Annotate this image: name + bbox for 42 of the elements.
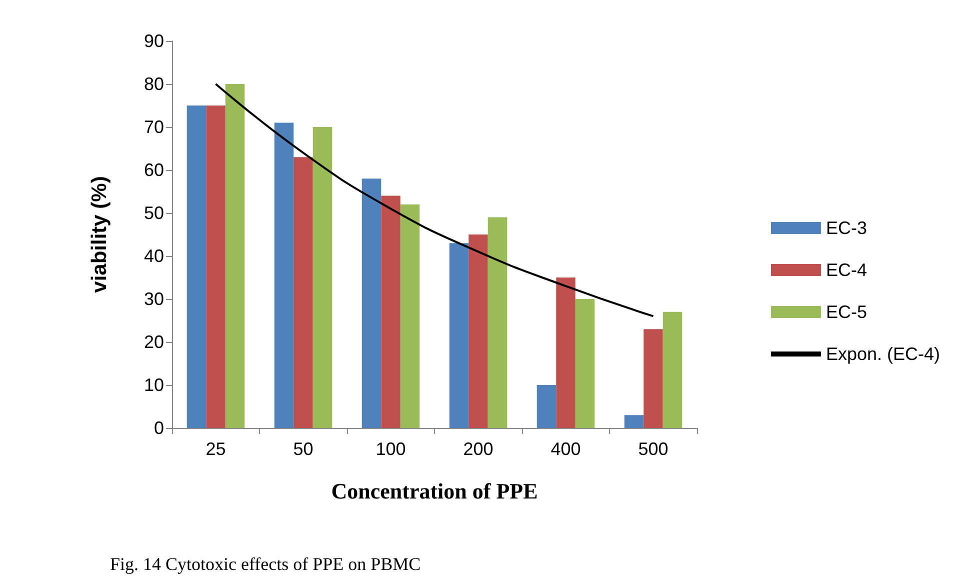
y-tick-label: 60 bbox=[144, 160, 164, 180]
bar bbox=[362, 178, 382, 428]
bar bbox=[556, 278, 576, 428]
y-tick-label: 40 bbox=[144, 246, 164, 266]
legend-label: EC-4 bbox=[826, 260, 867, 280]
x-axis-title: Concentration of PPE bbox=[331, 478, 538, 504]
bar bbox=[536, 385, 556, 428]
x-tick-label: 400 bbox=[550, 439, 581, 459]
y-tick-label: 10 bbox=[144, 375, 164, 395]
y-tick-label: 20 bbox=[144, 332, 164, 352]
y-tick-label: 0 bbox=[154, 418, 164, 438]
legend-label: EC-5 bbox=[826, 302, 867, 322]
y-tick-label: 50 bbox=[144, 203, 164, 223]
x-tick-label: 100 bbox=[376, 439, 406, 459]
bar bbox=[400, 204, 420, 428]
bar bbox=[312, 127, 332, 428]
bar bbox=[449, 243, 469, 428]
y-tick-label: 80 bbox=[144, 74, 164, 94]
y-tick-label: 30 bbox=[144, 289, 164, 309]
x-tick-label: 25 bbox=[206, 439, 226, 459]
x-tick-label: 500 bbox=[638, 439, 668, 459]
x-tick-label: 50 bbox=[293, 439, 314, 459]
line-series bbox=[214, 83, 654, 318]
y-tick-label: 70 bbox=[144, 117, 164, 137]
y-axis-title: viability (%) bbox=[88, 176, 111, 293]
y-tick-label: 90 bbox=[144, 31, 164, 51]
bar bbox=[662, 312, 682, 428]
legend-label: Expon. (EC-4) bbox=[826, 344, 940, 364]
x-tick-label: 200 bbox=[463, 439, 494, 459]
bar bbox=[468, 234, 488, 428]
bar bbox=[624, 415, 644, 428]
bar bbox=[274, 122, 294, 428]
bar bbox=[206, 106, 226, 428]
bar bbox=[488, 217, 508, 428]
bar bbox=[294, 157, 313, 428]
bar bbox=[225, 84, 245, 428]
legend-label: EC-3 bbox=[826, 218, 867, 238]
bar bbox=[381, 196, 400, 428]
bar bbox=[186, 106, 206, 428]
bar bbox=[575, 299, 595, 428]
bar bbox=[644, 329, 663, 428]
caption: Fig. 14 Cytotoxic effects of PPE on PBMC bbox=[110, 554, 421, 574]
